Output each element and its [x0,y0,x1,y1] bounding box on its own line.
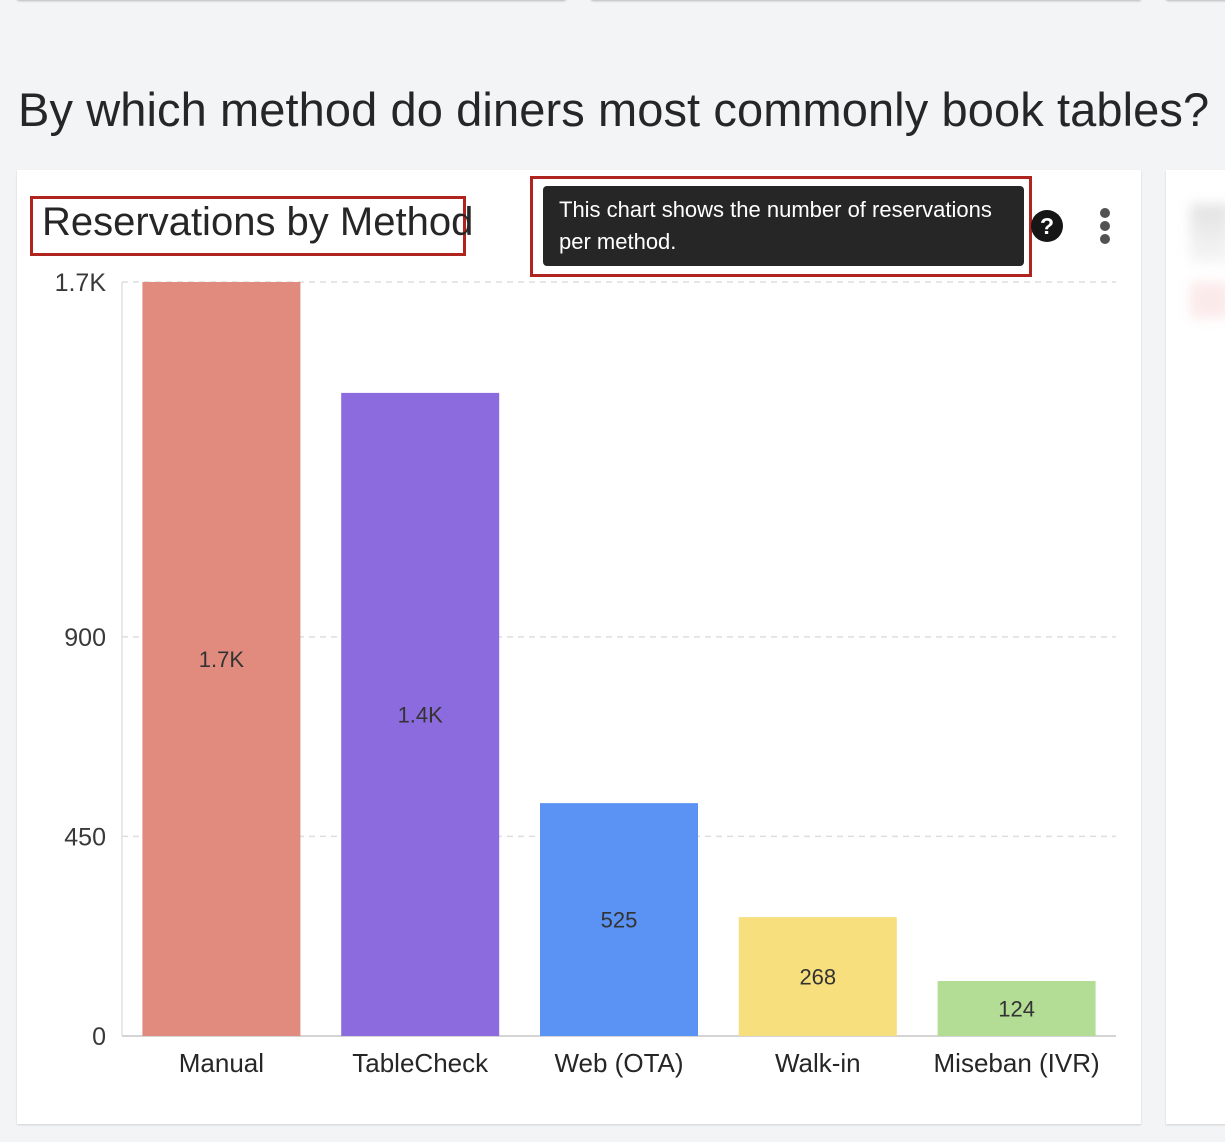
x-tick-label: Miseban (IVR) [934,1048,1100,1078]
x-tick-label: Manual [179,1048,264,1078]
bar-value-label: 525 [601,908,638,933]
x-tick-label: TableCheck [352,1048,489,1078]
bar-value-label: 124 [998,997,1035,1022]
adjacent-card-blur-top [1190,204,1225,264]
section-question: By which method do diners most commonly … [18,83,1210,136]
overflow-menu-icon[interactable] [1098,208,1112,244]
title-highlight-box [30,196,466,256]
y-tick-label: 450 [64,823,106,851]
y-tick-label: 1.7K [55,269,107,297]
adjacent-card-blur-bottom [1190,282,1225,318]
help-icon[interactable]: ? [1031,210,1063,242]
bar [341,392,500,1037]
bar [540,803,698,1036]
bar-value-label: 268 [799,965,836,990]
x-tick-label: Walk-in [775,1048,861,1078]
bar [937,981,1096,1036]
bar [738,917,897,1036]
bar-value-label: 1.4K [398,702,444,727]
chart-title: Reservations by Method [42,200,474,244]
y-tick-label: 900 [64,624,106,652]
x-tick-label: Web (OTA) [554,1048,683,1078]
bar-value-label: 1.7K [199,647,245,672]
chart-tooltip: This chart shows the number of reservati… [543,186,1024,266]
adjacent-card [1166,170,1225,1124]
tooltip-highlight-box [530,176,1032,277]
y-tick-label: 0 [92,1023,106,1051]
bar [142,282,301,1036]
